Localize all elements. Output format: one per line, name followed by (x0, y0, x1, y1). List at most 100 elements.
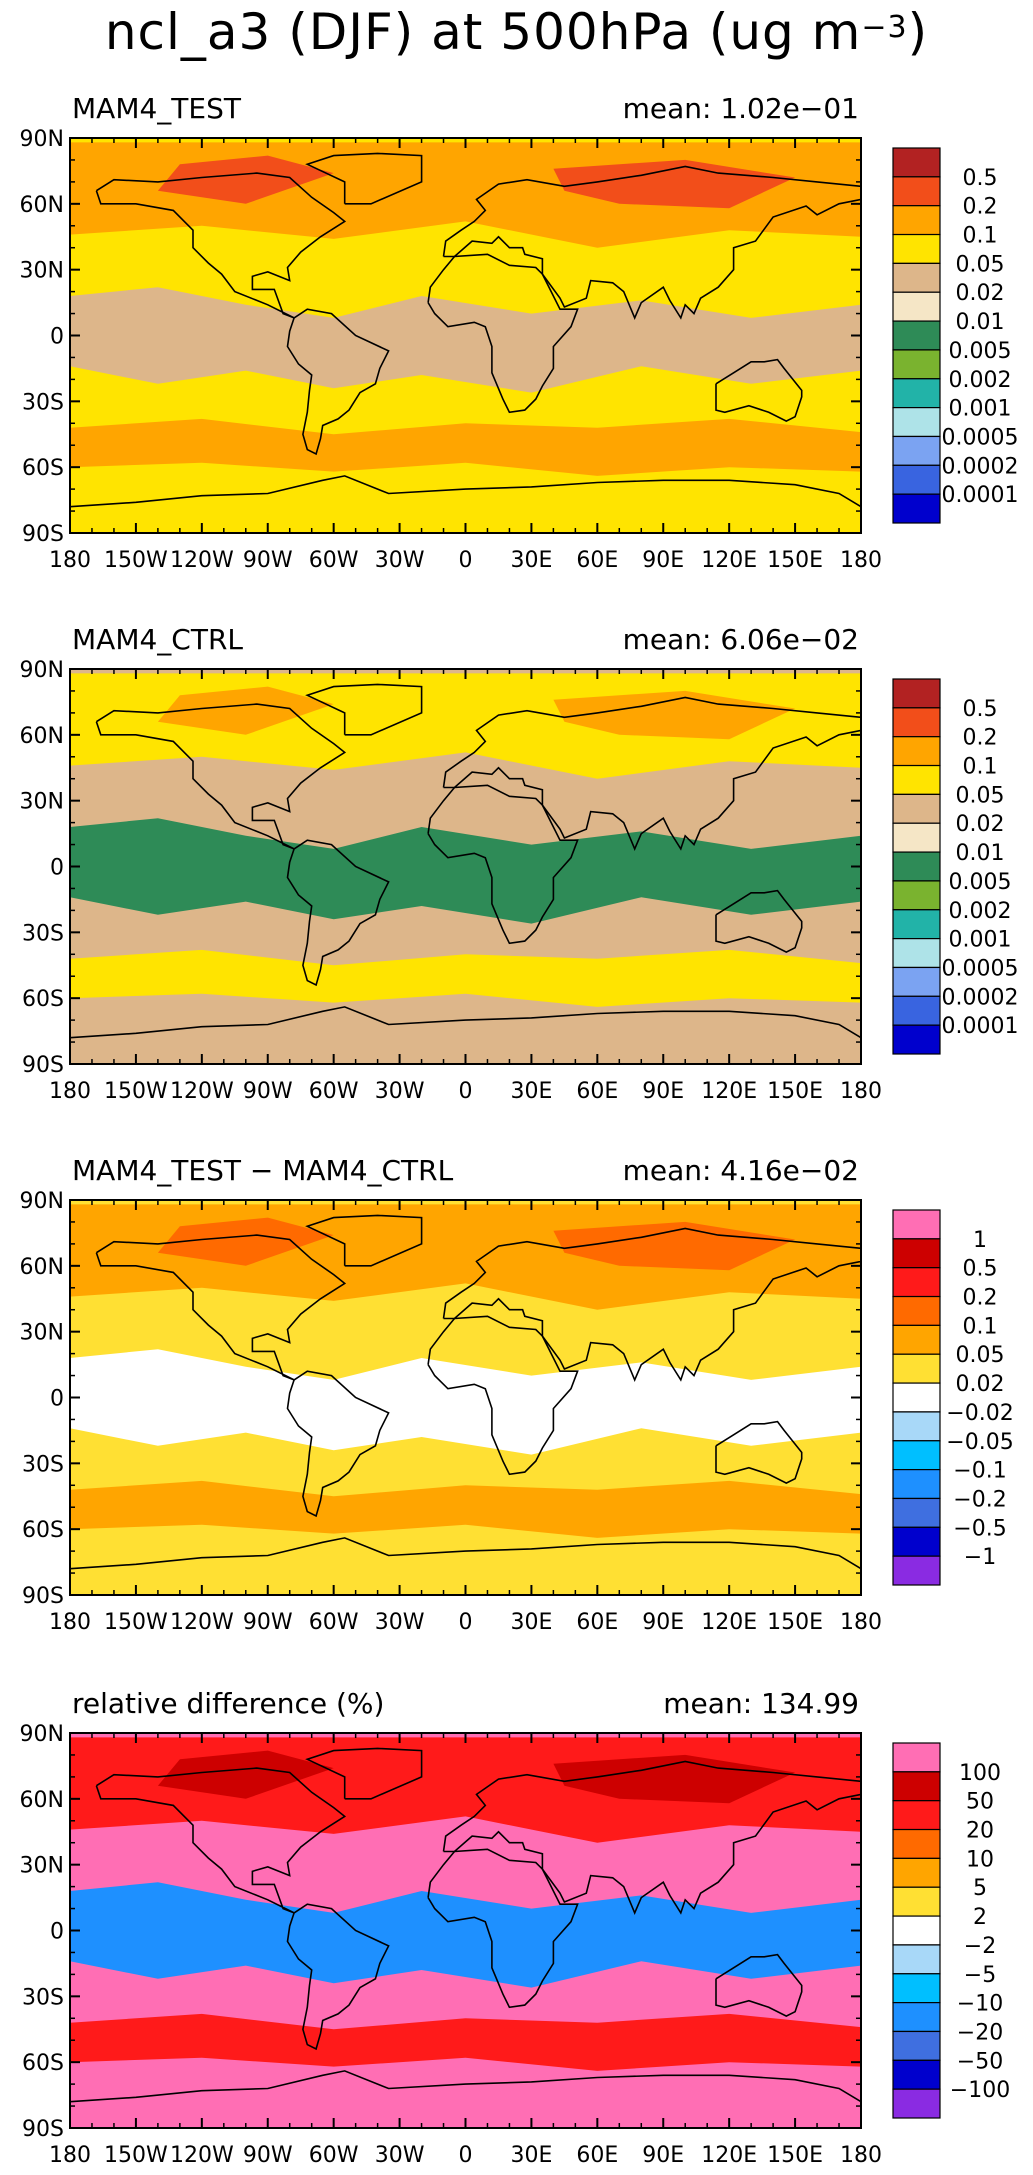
legend-level-label: 0.02 (956, 281, 1005, 306)
band-fill-tropics (70, 1882, 861, 1988)
contour-field (70, 1733, 861, 2128)
lat-label: 60S (22, 987, 64, 1012)
band-fill-south (70, 1480, 861, 1538)
greenland-coastline (305, 683, 423, 736)
color-legend: 1 0.5 0.2 0.1 0.05 0.02 −0.02 −0.05 −0.1 −0.2 −0.5… (892, 1209, 1014, 1586)
lon-label: 120E (701, 1079, 757, 1104)
lon-label: 60E (576, 1610, 618, 1635)
lon-label: 30E (510, 1610, 552, 1635)
lon-label: 90E (642, 1610, 684, 1635)
north-america-coastline (95, 1767, 347, 1914)
legend-swatch (892, 291, 941, 322)
north-america-coastline (95, 703, 347, 850)
lat-label: 30S (22, 1985, 64, 2010)
panel-title: MAM4_TEST − MAM4_CTRL (72, 1154, 454, 1187)
legend-swatch (892, 1526, 941, 1557)
legend-level-label: 0.0005 (942, 956, 1019, 981)
lat-label: 30S (22, 921, 64, 946)
lon-label: 30W (375, 548, 425, 573)
legend-swatch (892, 233, 941, 264)
color-legend: 0.5 0.2 0.1 0.05 0.02 0.01 0.005 0.002 0.001 0.00… (892, 678, 1019, 1055)
legend-level-label: 0.1 (963, 224, 998, 249)
antarctica-coastline (70, 1006, 861, 1039)
legend-swatch (892, 938, 941, 969)
lon-label: 150W (104, 548, 168, 573)
lon-label: 60W (309, 548, 359, 573)
band-fill-tropics (70, 287, 861, 393)
panel-title: MAM4_TEST (72, 92, 242, 125)
band-fill-arctic (157, 155, 334, 204)
lon-label: 180 (49, 2143, 91, 2168)
legend-level-label: −0.2 (953, 1487, 1006, 1512)
legend-level-label: 0.1 (963, 1314, 998, 1339)
lon-label: 30W (375, 1610, 425, 1635)
lat-label: 60S (22, 456, 64, 481)
lon-label: 90W (243, 1610, 293, 1635)
lon-label: 0 (459, 2143, 473, 2168)
lat-label: 90N (20, 127, 64, 152)
legend-swatch (892, 1411, 941, 1442)
lon-label: 90W (243, 2143, 293, 2168)
lon-label: 60W (309, 2143, 359, 2168)
lon-label: 90E (642, 2143, 684, 2168)
legend-swatch (892, 736, 941, 767)
legend-swatch (892, 1295, 941, 1326)
legend-swatch (892, 1497, 941, 1528)
contour-field (70, 1200, 861, 1595)
lon-label: 60W (309, 1610, 359, 1635)
lat-label: 90S (22, 2117, 64, 2142)
lon-label: 120W (170, 2143, 234, 2168)
legend-level-label: 0.0001 (942, 483, 1019, 508)
lon-label: 60E (576, 2143, 618, 2168)
legend-level-label: −5 (964, 1963, 996, 1988)
lon-label: 90E (642, 1079, 684, 1104)
lon-label: 30E (510, 2143, 552, 2168)
legend-level-label: −0.5 (953, 1516, 1006, 1541)
lon-label: 180 (840, 1610, 882, 1635)
legend-level-label: 50 (966, 1790, 994, 1815)
contour-field (70, 669, 861, 1064)
legend-swatch (892, 349, 941, 380)
lat-label: 90S (22, 1584, 64, 1609)
lat-label: 30N (20, 790, 64, 815)
band-fill-south (70, 418, 861, 476)
legend-swatch (892, 1267, 941, 1298)
lon-label: 90W (243, 548, 293, 573)
legend-level-label: 0.0002 (942, 985, 1019, 1010)
lat-label: 30S (22, 390, 64, 415)
panel-title: MAM4_CTRL (72, 623, 243, 656)
eurasia-coastline (442, 1760, 861, 1915)
legend-level-label: −20 (957, 2020, 1003, 2045)
legend-level-label: −50 (957, 2049, 1003, 2074)
legend-swatch (892, 707, 941, 738)
lat-label: 30N (20, 259, 64, 284)
legend-swatch (892, 378, 941, 409)
legend-level-label: 0.0005 (942, 425, 1019, 450)
legend-level-label: −10 (957, 1992, 1003, 2017)
lat-label: 60N (20, 1255, 64, 1280)
australia-coastline (715, 358, 803, 422)
lon-label: 180 (49, 1610, 91, 1635)
band-fill-siberia (553, 690, 796, 740)
legend-level-label: 100 (959, 1761, 1001, 1786)
lat-label: 30N (20, 1854, 64, 1879)
eurasia-coastline (442, 165, 861, 320)
africa-coastline (427, 1848, 579, 2009)
africa-coastline (427, 253, 579, 414)
legend-swatch (892, 2030, 941, 2061)
panel-mean: mean: 134.99 (663, 1687, 859, 1720)
africa-coastline (427, 1315, 579, 1476)
legend-swatch (892, 1209, 941, 1240)
legend-level-label: 0.01 (956, 841, 1005, 866)
legend-level-label: 10 (966, 1847, 994, 1872)
band-fill-tropics (70, 1349, 861, 1455)
legend-swatch (892, 1555, 941, 1586)
band-fill-siberia (553, 1221, 796, 1271)
legend-level-label: −0.1 (953, 1459, 1006, 1484)
legend-level-label: 2 (973, 1905, 987, 1930)
legend-swatch (892, 493, 941, 524)
legend-level-label: 0.2 (963, 195, 998, 220)
band-fill-siberia (553, 1754, 796, 1804)
legend-level-label: 0.2 (963, 726, 998, 751)
lat-label: 90N (20, 658, 64, 683)
